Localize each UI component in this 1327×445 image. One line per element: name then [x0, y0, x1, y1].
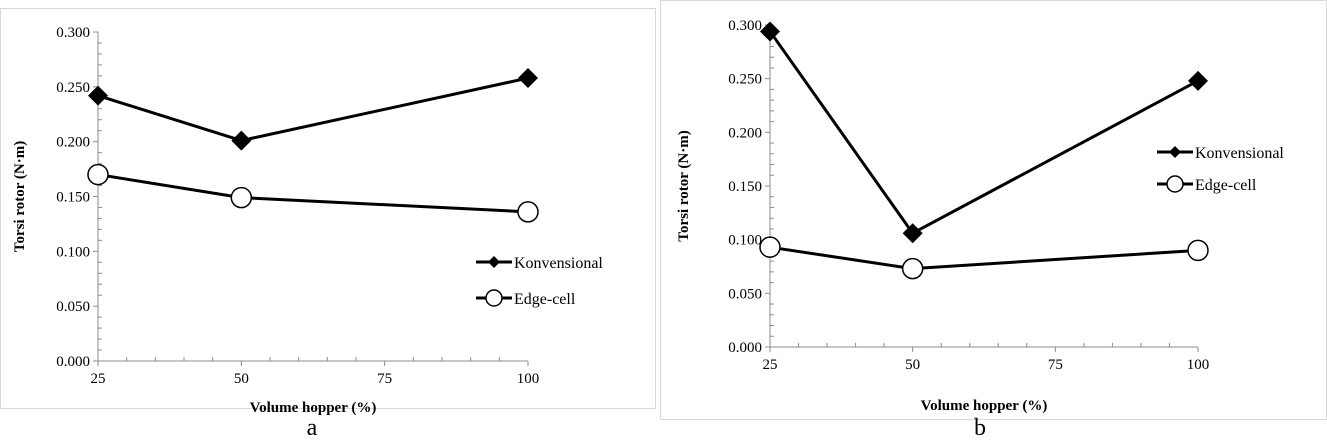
y-tick-label: 0.100 — [56, 244, 90, 260]
data-point-konvensional — [88, 85, 108, 106]
x-tick-label: 100 — [1187, 357, 1210, 373]
chart-b-svg: 0.000 0.050 0.100 0.150 0.200 0.250 0.300 25 50 7… — [676, 18, 1284, 414]
data-point-edge-cell — [87, 163, 109, 186]
legend-marker-konvensional — [1169, 146, 1181, 158]
x-tick-label: 50 — [905, 357, 920, 373]
x-tick-label: 100 — [517, 371, 540, 387]
x-tick-label: 25 — [91, 371, 106, 387]
y-axis-label: Torsi rotor (N·m) — [676, 130, 692, 241]
data-point-edge-cell — [901, 257, 924, 280]
chart-panel-a: 0.000 0.050 0.100 0.150 0.200 0.250 0.300 25 50 7… — [0, 0, 656, 441]
data-point-edge-cell — [759, 236, 781, 258]
y-tick-label: 0.000 — [728, 340, 762, 356]
data-point-edge-cell — [1187, 239, 1209, 262]
legend-marker-edge-cell — [485, 289, 503, 307]
x-axis-label: Volume hopper (%) — [250, 400, 377, 416]
chart-a-svg: 0.000 0.050 0.100 0.150 0.200 0.250 0.300 25 50 7… — [12, 25, 603, 416]
y-axis-label: Torsi rotor (N·m) — [12, 141, 28, 252]
x-tick-label: 25 — [763, 357, 778, 373]
data-point-konvensional — [902, 223, 923, 244]
chart-frame — [0, 8, 656, 409]
x-axis-label: Volume hopper (%) — [921, 398, 1048, 414]
legend-label-edge-cell: Edge-cell — [1195, 177, 1257, 194]
y-tick-label: 0.050 — [728, 286, 762, 302]
chart-panel-b: 0.000 0.050 0.100 0.150 0.200 0.250 0.300 25 50 7… — [660, 0, 1327, 441]
data-point-edge-cell — [517, 201, 539, 223]
y-tick-label: 0.000 — [56, 354, 90, 370]
legend-label-konvensional: Konvensional — [1195, 145, 1284, 162]
x-tick-label: 50 — [234, 371, 249, 387]
y-tick-label: 0.300 — [728, 18, 762, 34]
series-line-edge-cell — [97, 173, 529, 214]
legend-label-konvensional: Konvensional — [514, 255, 603, 272]
data-point-edge-cell — [230, 186, 253, 209]
series-line-konvensional — [97, 76, 529, 143]
y-tick-label: 0.050 — [56, 299, 90, 315]
y-tick-label: 0.250 — [56, 80, 90, 96]
x-tick-label: 75 — [377, 371, 392, 387]
y-tick-label: 0.150 — [728, 179, 762, 195]
y-tick-label: 0.300 — [56, 25, 90, 41]
data-point-konvensional — [231, 130, 252, 151]
data-point-konvensional — [760, 21, 780, 42]
panel-label-a: a — [306, 415, 318, 441]
y-tick-label: 0.250 — [728, 72, 762, 88]
legend-marker-edge-cell — [1166, 175, 1184, 193]
data-point-konvensional — [518, 68, 538, 89]
panel-label-b: b — [974, 415, 986, 441]
y-tick-label: 0.100 — [728, 233, 762, 249]
legend-label-edge-cell: Edge-cell — [514, 291, 576, 308]
y-tick-label: 0.150 — [56, 190, 90, 206]
legend-marker-konvensional — [488, 256, 500, 268]
x-tick-label: 75 — [1048, 357, 1063, 373]
series-line-konvensional — [768, 30, 1199, 236]
y-tick-label: 0.200 — [56, 135, 90, 151]
data-point-konvensional — [1188, 70, 1208, 91]
y-tick-label: 0.200 — [728, 125, 762, 141]
series-line-edge-cell — [769, 245, 1199, 271]
